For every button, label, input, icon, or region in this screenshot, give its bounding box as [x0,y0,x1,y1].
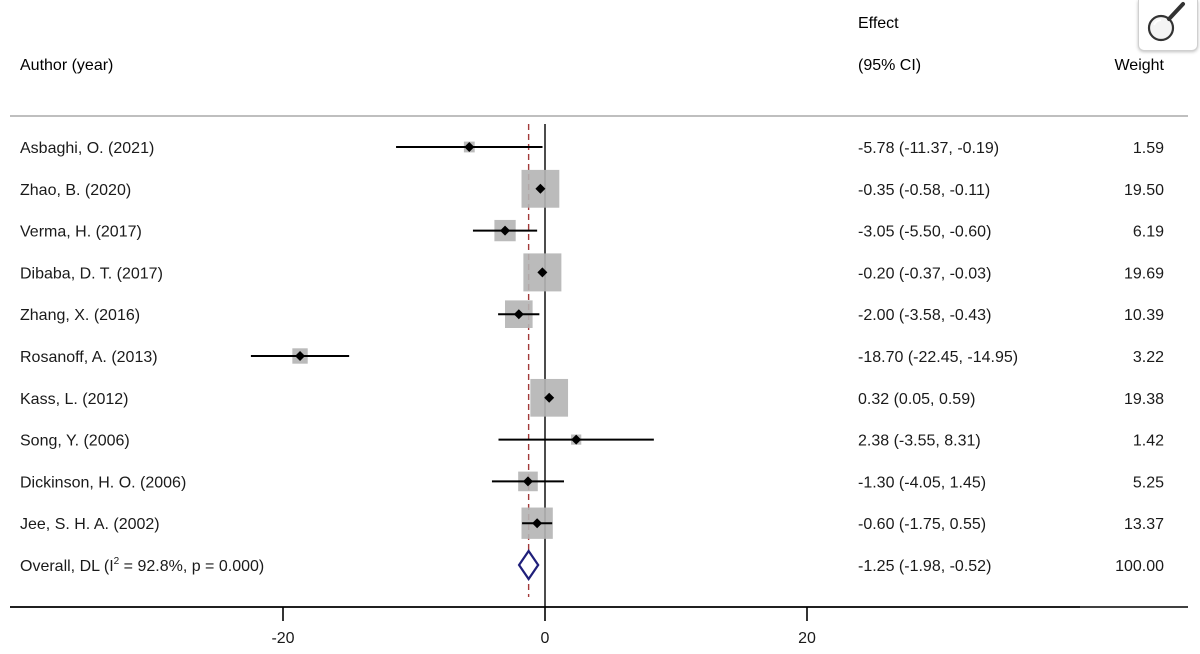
point-estimate [522,476,533,487]
study-row: Dibaba, D. T. (2017) -0.20 (-0.37, -0.03)… [20,253,1164,292]
study-row: Zhao, B. (2020) -0.35 (-0.58, -0.11) 19.50 [20,169,1164,208]
effect-ci-value: -0.60 (-1.75, 0.55) [858,516,986,533]
study-label: Asbaghi, O. (2021) [20,140,154,157]
x-tick-label: 20 [798,630,816,647]
weight-value: 5.25 [1133,474,1164,491]
overall-effect-ci-value: -1.25 (-1.98, -0.52) [858,558,991,575]
study-label: Verma, H. (2017) [20,224,142,241]
effect-header-line1: Effect [858,15,899,32]
effect-ci-value: -0.20 (-0.37, -0.03) [858,265,991,282]
effect-ci-value: -5.78 (-11.37, -0.19) [858,140,999,157]
effect-ci-value: -1.30 (-4.05, 1.45) [858,474,986,491]
study-row: Kass, L. (2012) 0.32 (0.05, 0.59) 19.38 [20,378,1164,417]
study-label: Kass, L. (2012) [20,391,129,408]
weight-value: 3.22 [1133,349,1164,366]
study-label: Song, Y. (2006) [20,433,130,450]
magnifier-icon [1147,2,1185,42]
point-estimate [500,225,511,236]
study-row: Song, Y. (2006) 2.38 (-3.55, 8.31) 1.42 [20,433,1164,450]
study-row: Rosanoff, A. (2013) -18.70 (-22.45, -14.9… [20,348,1164,366]
effect-header-line2: (95% CI) [858,57,921,74]
study-label: Zhang, X. (2016) [20,307,140,324]
x-tick-label: 0 [541,630,550,647]
study-label: Rosanoff, A. (2013) [20,349,158,366]
column-headers: Effect Author (year) (95% CI) Weight [20,15,1165,74]
point-estimate [295,351,306,361]
weight-column-header: Weight [1114,57,1164,74]
effect-ci-value: -3.05 (-5.50, -0.60) [858,224,991,241]
study-label: Zhao, B. (2020) [20,182,131,199]
weight-value: 19.69 [1124,265,1164,282]
study-label: Dibaba, D. T. (2017) [20,265,163,282]
effect-ci-value: -0.35 (-0.58, -0.11) [858,182,990,199]
study-row: Zhang, X. (2016) -2.00 (-3.58, -0.43) 10.3… [20,300,1164,329]
point-estimate [537,267,548,278]
weight-value: 19.50 [1124,182,1164,199]
author-column-header: Author (year) [20,57,113,74]
study-label: Jee, S. H. A. (2002) [20,516,160,533]
weight-value: 1.42 [1133,433,1164,450]
weight-value: 1.59 [1133,140,1164,157]
x-tick-label: -20 [271,630,294,647]
overall-weight-value: 100.00 [1115,558,1164,575]
effect-ci-value: 0.32 (0.05, 0.59) [858,391,975,408]
overall-label: Overall, DL (I2 = 92.8%, p = 0.000) [20,556,264,575]
point-estimate [532,518,543,529]
effect-ci-value: -18.70 (-22.45, -14.95) [858,349,1018,366]
overall-diamond [517,549,540,581]
weight-value: 10.39 [1124,307,1164,324]
study-row: Jee, S. H. A. (2002) -0.60 (-1.75, 0.55) 1… [20,507,1164,539]
weight-value: 6.19 [1133,224,1164,241]
study-rows: Asbaghi, O. (2021) -5.78 (-11.37, -0.19) 1… [20,140,1164,539]
point-estimate [535,183,546,194]
zoom-button[interactable] [1138,0,1198,51]
point-estimate [513,309,524,320]
study-row: Verma, H. (2017) -3.05 (-5.50, -0.60) 6.19 [20,219,1164,242]
x-axis: -20 0 20 [10,606,1188,647]
effect-ci-value: -2.00 (-3.58, -0.43) [858,307,991,324]
study-label: Dickinson, H. O. (2006) [20,474,186,491]
point-estimate [571,434,582,445]
effect-ci-value: 2.38 (-3.55, 8.31) [858,433,981,450]
weight-value: 19.38 [1124,391,1164,408]
weight-value: 13.37 [1124,516,1164,533]
study-row: Dickinson, H. O. (2006) -1.30 (-4.05, 1.4… [20,471,1164,491]
point-estimate [464,142,475,152]
study-row: Asbaghi, O. (2021) -5.78 (-11.37, -0.19) 1… [20,140,1164,157]
overall-row: Overall, DL (I2 = 92.8%, p = 0.000) -1.25… [20,549,1164,581]
point-estimate [544,392,555,403]
